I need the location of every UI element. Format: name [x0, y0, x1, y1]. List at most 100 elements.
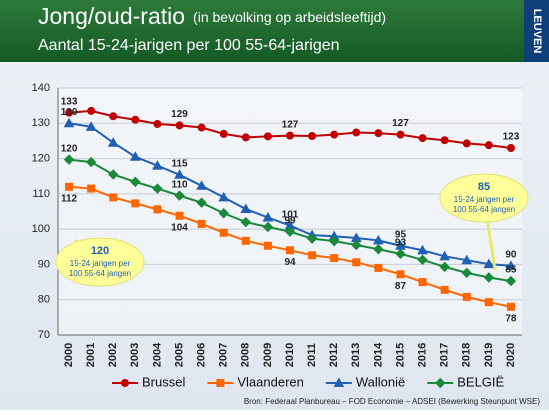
data-label: 78: [505, 313, 517, 324]
point: [262, 211, 274, 222]
point: [418, 278, 427, 287]
point: [262, 221, 274, 233]
point: [108, 169, 119, 180]
x-tick-label: 2006: [196, 343, 208, 367]
data-label: 99: [284, 215, 296, 226]
legend-label: Vlaanderen: [237, 374, 304, 389]
point: [130, 176, 141, 188]
point: [418, 134, 427, 143]
data-label: 120: [61, 143, 78, 154]
legend-marker: [435, 377, 446, 389]
point: [241, 236, 250, 245]
header: [0, 0, 524, 62]
data-label: 127: [392, 118, 409, 129]
point: [263, 241, 272, 250]
subtitle: Aantal 15-24-jarigen per 100 55-64-jarig…: [38, 37, 340, 54]
data-label: 104: [171, 222, 188, 233]
point: [328, 235, 340, 247]
x-tick-label: 2004: [151, 342, 163, 367]
series: 120 110 99 93 85: [61, 143, 517, 287]
logo: LEUVEN: [531, 9, 543, 54]
point: [174, 190, 185, 201]
data-label: 129: [171, 109, 188, 120]
x-tick-label: 2010: [284, 343, 296, 367]
x-tick-label: 2003: [129, 343, 141, 367]
x-tick-label: 2014: [372, 342, 384, 367]
data-label: 95: [395, 229, 407, 240]
legend-label: Brussel: [142, 374, 185, 389]
y-tick-label: 110: [32, 188, 50, 200]
x-tick-label: 2019: [483, 343, 495, 367]
data-label: 85: [505, 265, 517, 276]
x-tick-label: 2002: [107, 343, 119, 367]
callout-value: 85: [478, 181, 490, 193]
title-note: (in bevolking op arbeidsleeftijd): [193, 9, 386, 25]
point: [439, 261, 450, 273]
point: [462, 139, 471, 148]
point: [396, 130, 405, 139]
y-tick-label: 90: [38, 258, 50, 270]
point: [65, 108, 74, 117]
callout-value: 120: [91, 245, 109, 257]
x-tick-label: 2012: [328, 343, 340, 367]
title-main: Jong/oud-ratio: [38, 3, 185, 29]
point: [484, 298, 493, 307]
point: [483, 258, 495, 269]
point: [462, 292, 471, 301]
point: [175, 211, 184, 220]
point: [374, 129, 383, 138]
point: [218, 208, 229, 219]
point: [330, 130, 339, 139]
point: [63, 117, 75, 128]
source: Bron: Federaal Planbureau – FOD Economie…: [244, 397, 540, 406]
point: [417, 244, 428, 255]
point: [219, 129, 228, 138]
callout-text: 15-24 jarigen per 100 55-64 jarigen: [453, 195, 515, 214]
y-tick-label: 80: [38, 294, 50, 306]
point: [87, 106, 96, 115]
x-tick-label: 2020: [505, 343, 517, 367]
point: [129, 151, 141, 161]
chart-title: Jong/oud-ratio (in bevolking op arbeidsle…: [38, 3, 386, 29]
point: [196, 197, 207, 208]
point: [506, 302, 515, 311]
point: [308, 251, 317, 260]
point: [330, 254, 339, 263]
y-tick-label: 100: [32, 223, 50, 235]
x-tick-label: 2017: [439, 343, 451, 367]
point: [352, 128, 361, 137]
point: [483, 272, 495, 283]
point: [197, 123, 206, 132]
x-tick-label: 2005: [173, 343, 185, 367]
point: [395, 248, 406, 260]
data-label: 90: [505, 249, 517, 260]
point: [153, 119, 162, 128]
x-tick-label: 2008: [240, 343, 252, 367]
point: [240, 203, 252, 214]
logo-box: [524, 0, 549, 62]
point: [240, 216, 252, 228]
point: [373, 244, 384, 255]
point: [396, 270, 405, 279]
point: [109, 193, 118, 202]
y-tick-label: 120: [32, 152, 50, 164]
point: [351, 239, 362, 251]
point: [263, 132, 272, 141]
point: [439, 250, 451, 261]
point: [440, 136, 449, 145]
point: [306, 233, 318, 244]
data-label: 127: [282, 119, 299, 130]
data-label: 94: [284, 257, 296, 268]
x-tick-label: 2009: [262, 343, 274, 367]
point: [241, 133, 250, 142]
callout-text: 15-24 jarigen per 100 55-64 jarigen: [69, 259, 131, 278]
point: [131, 199, 140, 208]
data-label: 101: [282, 209, 299, 220]
point: [286, 246, 294, 255]
point: [286, 131, 294, 140]
point: [153, 205, 162, 214]
x-tick-label: 2000: [63, 343, 75, 367]
point: [417, 254, 428, 266]
point: [107, 137, 119, 147]
